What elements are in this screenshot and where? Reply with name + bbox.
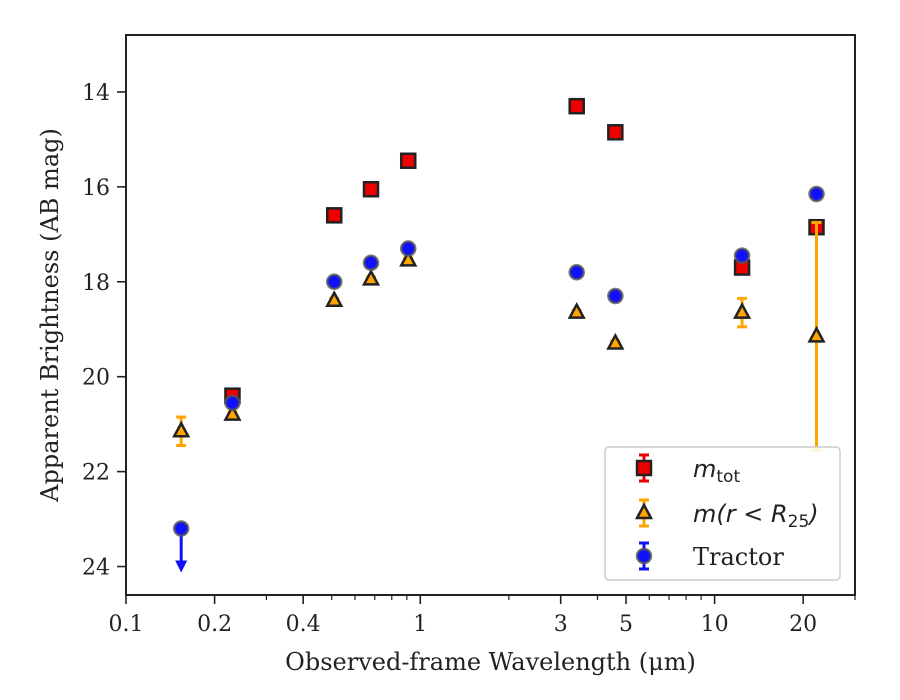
upper-limit-arrowhead <box>175 560 188 573</box>
x-tick-label: 5 <box>619 612 633 637</box>
data-point-tractor <box>325 273 343 291</box>
data-point-mtot <box>568 97 585 115</box>
axis-ticks: 0.1 0.2 0.4 1 3 5 10 20 14 16 18 20 22 24 <box>82 81 856 637</box>
data-point-mr25 <box>361 268 381 286</box>
data-point-mr25 <box>606 332 625 350</box>
y-tick-label: 14 <box>82 81 110 106</box>
legend-label-tractor: Tractor <box>693 543 784 571</box>
data-point-tractor <box>399 240 417 257</box>
x-tick-label: 0.1 <box>109 612 144 637</box>
data-point-mr25 <box>399 249 418 267</box>
legend-label-mr25: m(r < R25) <box>693 500 819 532</box>
series-tractor <box>172 185 825 573</box>
data-point-mtot <box>325 207 343 224</box>
data-point-tractor <box>568 264 585 281</box>
x-tick-label: 0.4 <box>286 612 321 637</box>
legend-label-mtot: mtot <box>693 455 740 487</box>
data-point-mr25 <box>732 301 752 319</box>
y-tick-label: 16 <box>82 176 110 201</box>
legend-marker-mtot <box>635 459 653 477</box>
x-tick-label: 10 <box>701 612 729 637</box>
series-mr25 <box>172 220 826 452</box>
data-point-mr25 <box>567 301 586 319</box>
data-point-mtot <box>399 152 417 170</box>
data-point-mr25 <box>325 290 344 308</box>
data-point-mr25 <box>807 325 826 343</box>
plot-area-frame <box>125 34 856 596</box>
data-layer <box>172 97 826 573</box>
legend: mtot m(r < R25) Tractor <box>604 446 841 581</box>
series-mtot <box>224 97 825 404</box>
y-tick-label: 20 <box>82 366 110 391</box>
data-point-mr25 <box>172 420 191 438</box>
data-point-tractor <box>733 247 751 264</box>
data-point-mr25 <box>223 404 242 421</box>
y-tick-label: 18 <box>82 271 110 296</box>
y-tick-label: 24 <box>82 556 110 581</box>
y-tick-label: 22 <box>82 461 110 486</box>
x-tick-label: 1 <box>413 612 427 637</box>
data-point-tractor <box>607 287 624 305</box>
data-point-tractor <box>224 394 241 412</box>
legend-marker-mr25 <box>634 502 654 520</box>
data-point-mtot <box>607 124 624 141</box>
x-tick-label: 20 <box>789 612 817 637</box>
x-tick-label: 3 <box>554 612 568 637</box>
data-point-tractor <box>362 254 380 272</box>
data-point-mtot <box>362 180 380 198</box>
x-axis-label: Observed-frame Wavelength (μm) <box>285 648 696 676</box>
y-axis-label: Apparent Brightness (AB mag) <box>36 128 64 503</box>
data-point-tractor <box>172 520 190 537</box>
x-tick-label: 0.2 <box>197 612 232 637</box>
data-point-tractor <box>808 185 825 203</box>
legend-marker-tractor <box>635 547 653 565</box>
legend-frame <box>604 446 841 581</box>
